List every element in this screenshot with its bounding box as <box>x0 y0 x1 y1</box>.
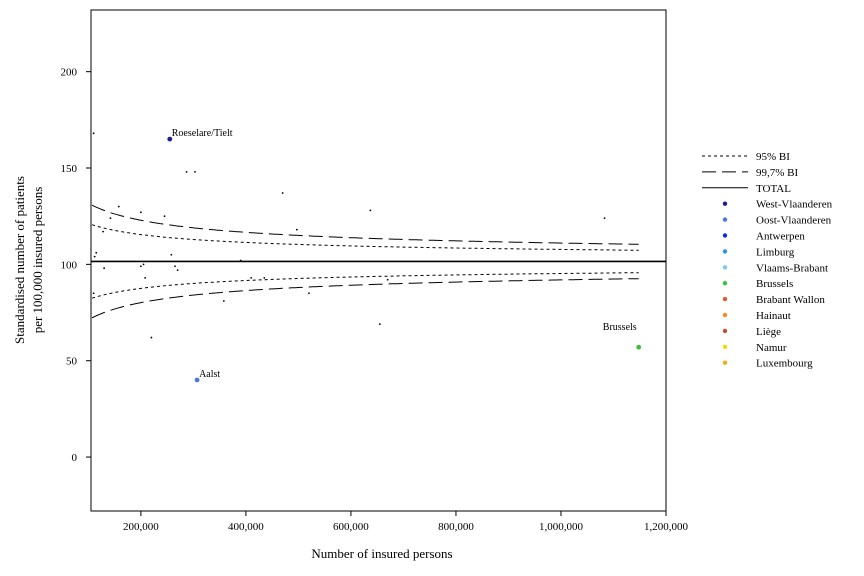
legend-label-1: 99,7% BI <box>756 167 799 179</box>
legend-label-3: West-Vlaanderen <box>756 199 833 211</box>
data-point-25 <box>263 276 266 279</box>
data-point-1 <box>194 377 200 383</box>
data-point-12 <box>139 265 142 268</box>
legend-dot-8 <box>722 281 728 286</box>
data-point-14 <box>144 276 146 279</box>
data-point-10 <box>117 205 120 208</box>
control-limits <box>91 204 666 319</box>
data-point-30 <box>378 323 381 325</box>
point-label-2: Brussels <box>603 322 637 333</box>
x-tick-label-5: 1,200,000 <box>644 521 689 533</box>
data-point-3 <box>92 132 95 135</box>
x-axis-label: Number of insured persons <box>311 546 452 561</box>
legend-label-7: Vlaams-Brabant <box>756 262 828 274</box>
legend-dot-9 <box>722 296 728 302</box>
data-point-28 <box>308 292 310 295</box>
y-axis: 0 50 100 150 200 <box>61 67 91 464</box>
legend-label-8: Brussels <box>756 278 793 290</box>
data-point-22 <box>222 300 225 302</box>
legend-label-10: Hainaut <box>756 310 791 322</box>
data-point-0 <box>167 136 173 142</box>
legend-label-11: Liège <box>756 326 781 338</box>
y-axis-label-line1: Standardised number of patients <box>12 176 27 344</box>
legend-dot-5 <box>722 233 728 238</box>
legend-label-12: Namur <box>756 342 787 354</box>
data-point-20 <box>185 170 188 173</box>
data-point-27 <box>295 228 298 231</box>
x-tick-label-4: 1,000,000 <box>539 521 584 533</box>
data-point-4 <box>93 255 96 258</box>
data-point-11 <box>139 211 142 214</box>
legend-label-9: Brabant Wallon <box>756 294 825 306</box>
data-point-15 <box>150 336 153 339</box>
legend-dot-7 <box>722 265 728 270</box>
legend: 95% BI 99,7% BI TOTAL West-Vlaanderen Oost-V… <box>702 151 833 370</box>
data-point-2 <box>636 344 642 350</box>
data-point-8 <box>103 267 106 270</box>
y-axis-label-line2: per 100,000 insured persons <box>30 187 45 334</box>
data-point-23 <box>239 259 242 262</box>
legend-dot-10 <box>722 312 728 318</box>
legend-dot-13 <box>722 360 728 365</box>
legend-label-6: Limburg <box>756 246 795 258</box>
y-tick-label-2: 100 <box>61 259 78 271</box>
y-tick-label-3: 150 <box>61 163 78 175</box>
legend-dot-11 <box>722 328 728 334</box>
legend-label-5: Antwerpen <box>756 231 805 243</box>
legend-label-13: Luxembourg <box>756 358 813 370</box>
data-point-24 <box>250 276 253 279</box>
y-tick-label-0: 0 <box>72 452 78 464</box>
legend-label-4: Oost-Vlaanderen <box>756 215 832 227</box>
y-tick-label-4: 200 <box>61 67 78 79</box>
data-point-19 <box>176 269 179 272</box>
data-point-21 <box>194 170 196 173</box>
x-tick-label-3: 800,000 <box>438 521 474 533</box>
legend-dot-3 <box>722 201 728 206</box>
legend-dot-6 <box>722 249 728 254</box>
data-point-18 <box>174 265 176 268</box>
data-point-16 <box>163 215 166 218</box>
data-point-13 <box>142 263 145 266</box>
legend-label-0: 95% BI <box>756 151 790 163</box>
data-point-31 <box>386 278 389 281</box>
limit-curve-0-upper <box>91 224 639 251</box>
data-point-17 <box>170 253 173 256</box>
y-tick-label-1: 50 <box>66 356 78 368</box>
limit-curve-1-upper <box>91 204 639 245</box>
x-tick-label-1: 400,000 <box>228 521 264 533</box>
data-point-26 <box>281 192 284 194</box>
data-points: Roeselare/Tielt Aalst Brussels <box>92 128 642 383</box>
legend-dot-12 <box>722 344 728 349</box>
x-axis: 200,000 400,000 600,000 800,000 1,000,000 1,2… <box>123 511 689 533</box>
legend-dot-4 <box>722 217 728 222</box>
point-label-0: Roeselare/Tielt <box>172 128 233 139</box>
plot-area <box>90 9 667 512</box>
data-point-5 <box>95 251 98 254</box>
x-tick-label-0: 200,000 <box>123 521 159 533</box>
data-point-9 <box>109 217 112 220</box>
data-point-7 <box>102 230 104 233</box>
point-label-1: Aalst <box>199 369 220 380</box>
data-point-32 <box>603 217 606 220</box>
limit-curve-0-lower <box>91 272 639 299</box>
x-tick-label-2: 600,000 <box>333 521 369 533</box>
data-point-29 <box>369 209 372 212</box>
legend-label-2: TOTAL <box>756 183 791 195</box>
data-point-6 <box>92 292 95 295</box>
